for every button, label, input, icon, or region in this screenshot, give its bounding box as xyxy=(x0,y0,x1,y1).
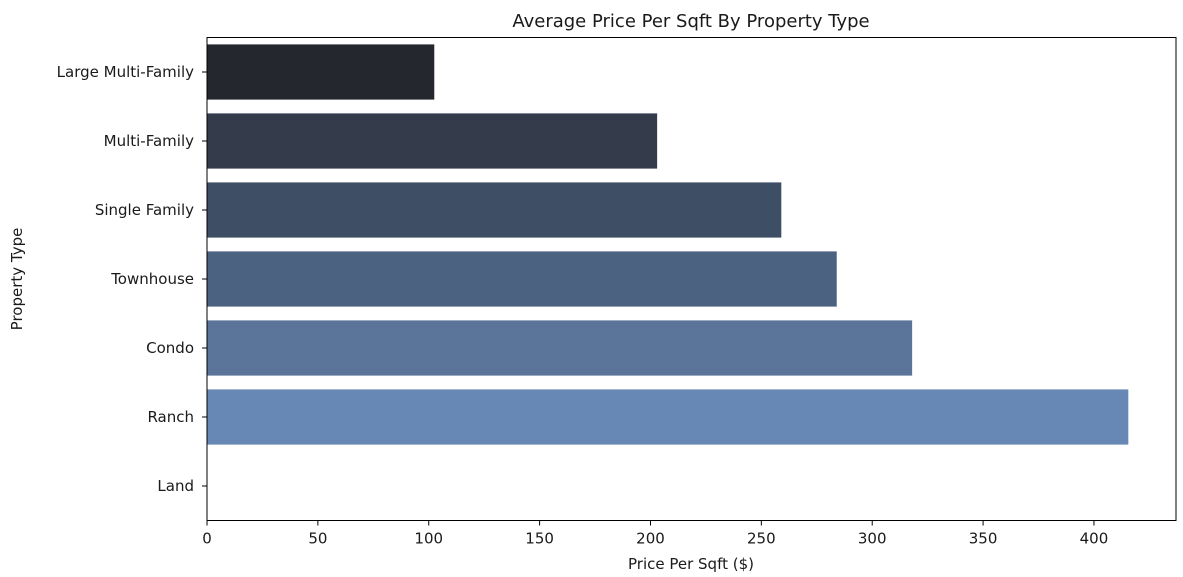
y-tick-label-condo: Condo xyxy=(146,339,194,357)
x-axis-label: Price Per Sqft ($) xyxy=(628,555,754,573)
y-tick-label-single-family: Single Family xyxy=(95,201,194,219)
y-tick-label-land: Land xyxy=(157,477,194,495)
x-tick-label-250: 250 xyxy=(747,530,776,548)
x-tick-label-50: 50 xyxy=(308,530,327,548)
x-tick-label-150: 150 xyxy=(525,530,554,548)
x-tick-label-400: 400 xyxy=(1080,530,1109,548)
bar-ranch xyxy=(207,389,1129,445)
x-tick-label-0: 0 xyxy=(202,530,212,548)
x-axis-ticks: 0 50 100 150 200 250 300 350 400 xyxy=(202,520,1109,548)
x-tick-label-350: 350 xyxy=(969,530,998,548)
x-tick-label-200: 200 xyxy=(636,530,665,548)
y-axis-label: Property Type xyxy=(8,228,26,331)
y-tick-label-townhouse: Townhouse xyxy=(110,270,194,288)
bar-single-family xyxy=(207,182,782,238)
bar-townhouse xyxy=(207,251,837,307)
y-tick-label-ranch: Ranch xyxy=(147,408,194,426)
y-tick-label-large-multi-family: Large Multi-Family xyxy=(57,63,194,81)
bar-multi-family xyxy=(207,113,658,169)
y-tick-label-multi-family: Multi-Family xyxy=(104,132,194,150)
bar-condo xyxy=(207,320,913,376)
chart-title: Average Price Per Sqft By Property Type xyxy=(512,11,869,32)
x-tick-label-300: 300 xyxy=(858,530,887,548)
x-tick-label-100: 100 xyxy=(414,530,443,548)
bars-layer xyxy=(207,44,1129,445)
y-axis-ticks: Large Multi-Family Multi-Family Single Fam… xyxy=(57,63,207,495)
bar-large-multi-family xyxy=(207,44,435,100)
